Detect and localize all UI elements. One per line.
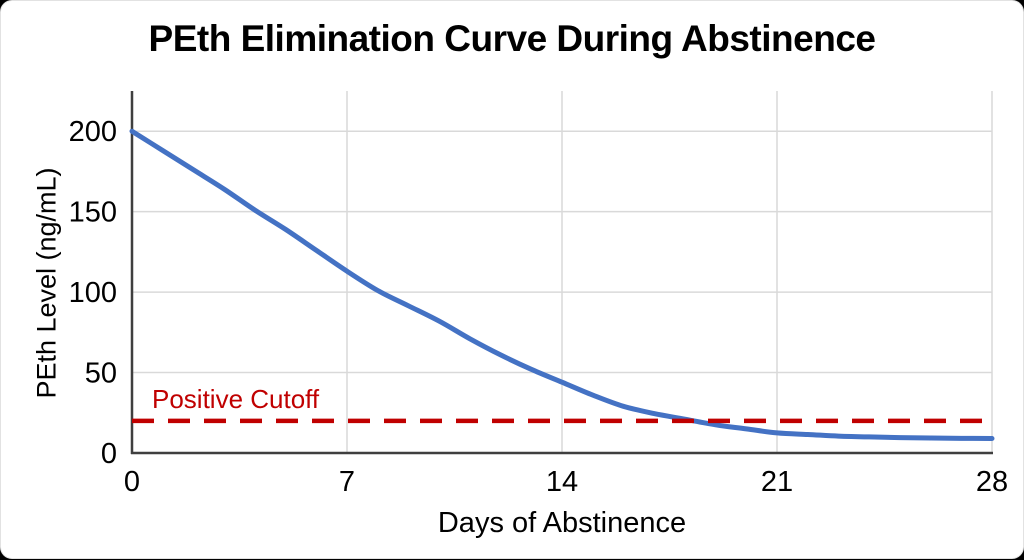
chart-title: PEth Elimination Curve During Abstinence [148, 18, 876, 59]
y-tick-label: 0 [101, 438, 117, 470]
x-tick-label: 14 [546, 466, 578, 498]
y-tick-label: 200 [69, 116, 117, 148]
y-tick-label: 150 [69, 197, 117, 229]
x-tick-label: 7 [339, 466, 355, 498]
y-tick-label: 50 [85, 358, 117, 390]
x-tick-label: 0 [124, 466, 140, 498]
cutoff-annotation-label: Positive Cutoff [152, 384, 320, 414]
x-tick-label: 28 [976, 466, 1008, 498]
y-tick-label: 100 [69, 277, 117, 309]
x-tick-label: 21 [761, 466, 793, 498]
elimination-curve [129, 128, 995, 441]
x-axis-label: Days of Abstinence [437, 507, 687, 539]
